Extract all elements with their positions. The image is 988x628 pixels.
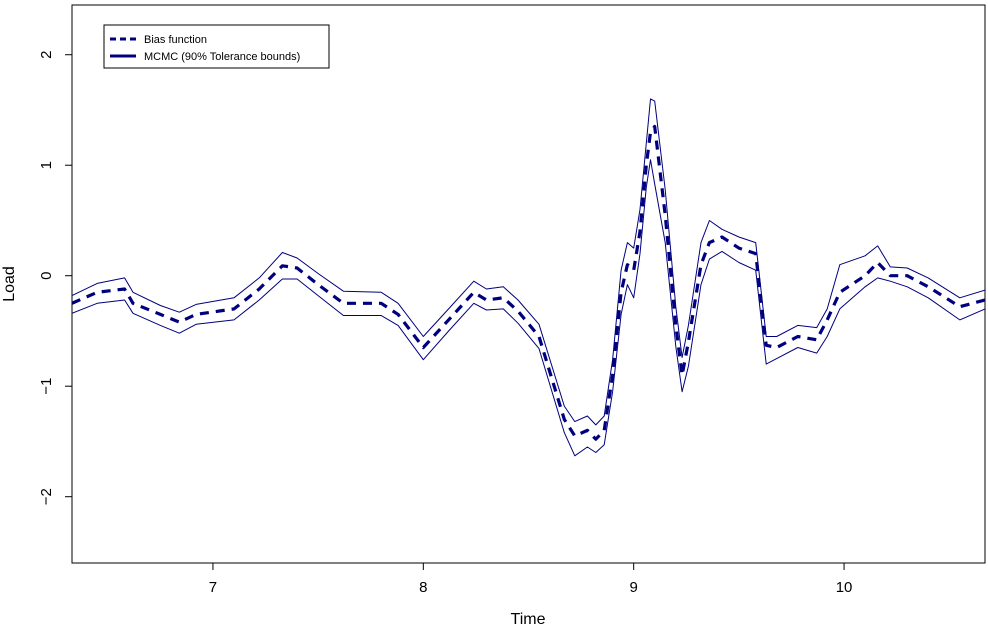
x-tick-label: 9 <box>630 579 638 596</box>
legend-label-bias-function: Bias function <box>144 34 207 46</box>
legend-label-mcmc: MCMC (90% Tolerance bounds) <box>144 51 300 63</box>
y-tick-label: 0 <box>38 272 55 280</box>
series-line-tolerance-upper <box>72 98 985 426</box>
x-tick-label: 8 <box>419 579 427 596</box>
series-line-bias-function <box>72 124 985 441</box>
x-axis-title: Time <box>511 611 546 628</box>
legend: Bias function MCMC (90% Tolerance bounds… <box>103 24 330 69</box>
plot-frame <box>71 4 986 564</box>
x-axis: 7 8 9 10 <box>209 563 853 596</box>
y-tick-label: 2 <box>38 51 55 59</box>
y-tick-label: −2 <box>38 488 55 505</box>
y-axis-title: Load <box>1 266 18 302</box>
legend-box <box>103 24 330 69</box>
y-axis: −2 −1 0 1 2 <box>38 51 72 505</box>
series-line-tolerance-lower <box>72 159 985 457</box>
y-tick-label: −1 <box>38 378 55 395</box>
x-tick-label: 10 <box>836 579 853 596</box>
y-tick-label: 1 <box>38 161 55 169</box>
series-layer <box>72 98 985 457</box>
x-tick-label: 7 <box>209 579 217 596</box>
